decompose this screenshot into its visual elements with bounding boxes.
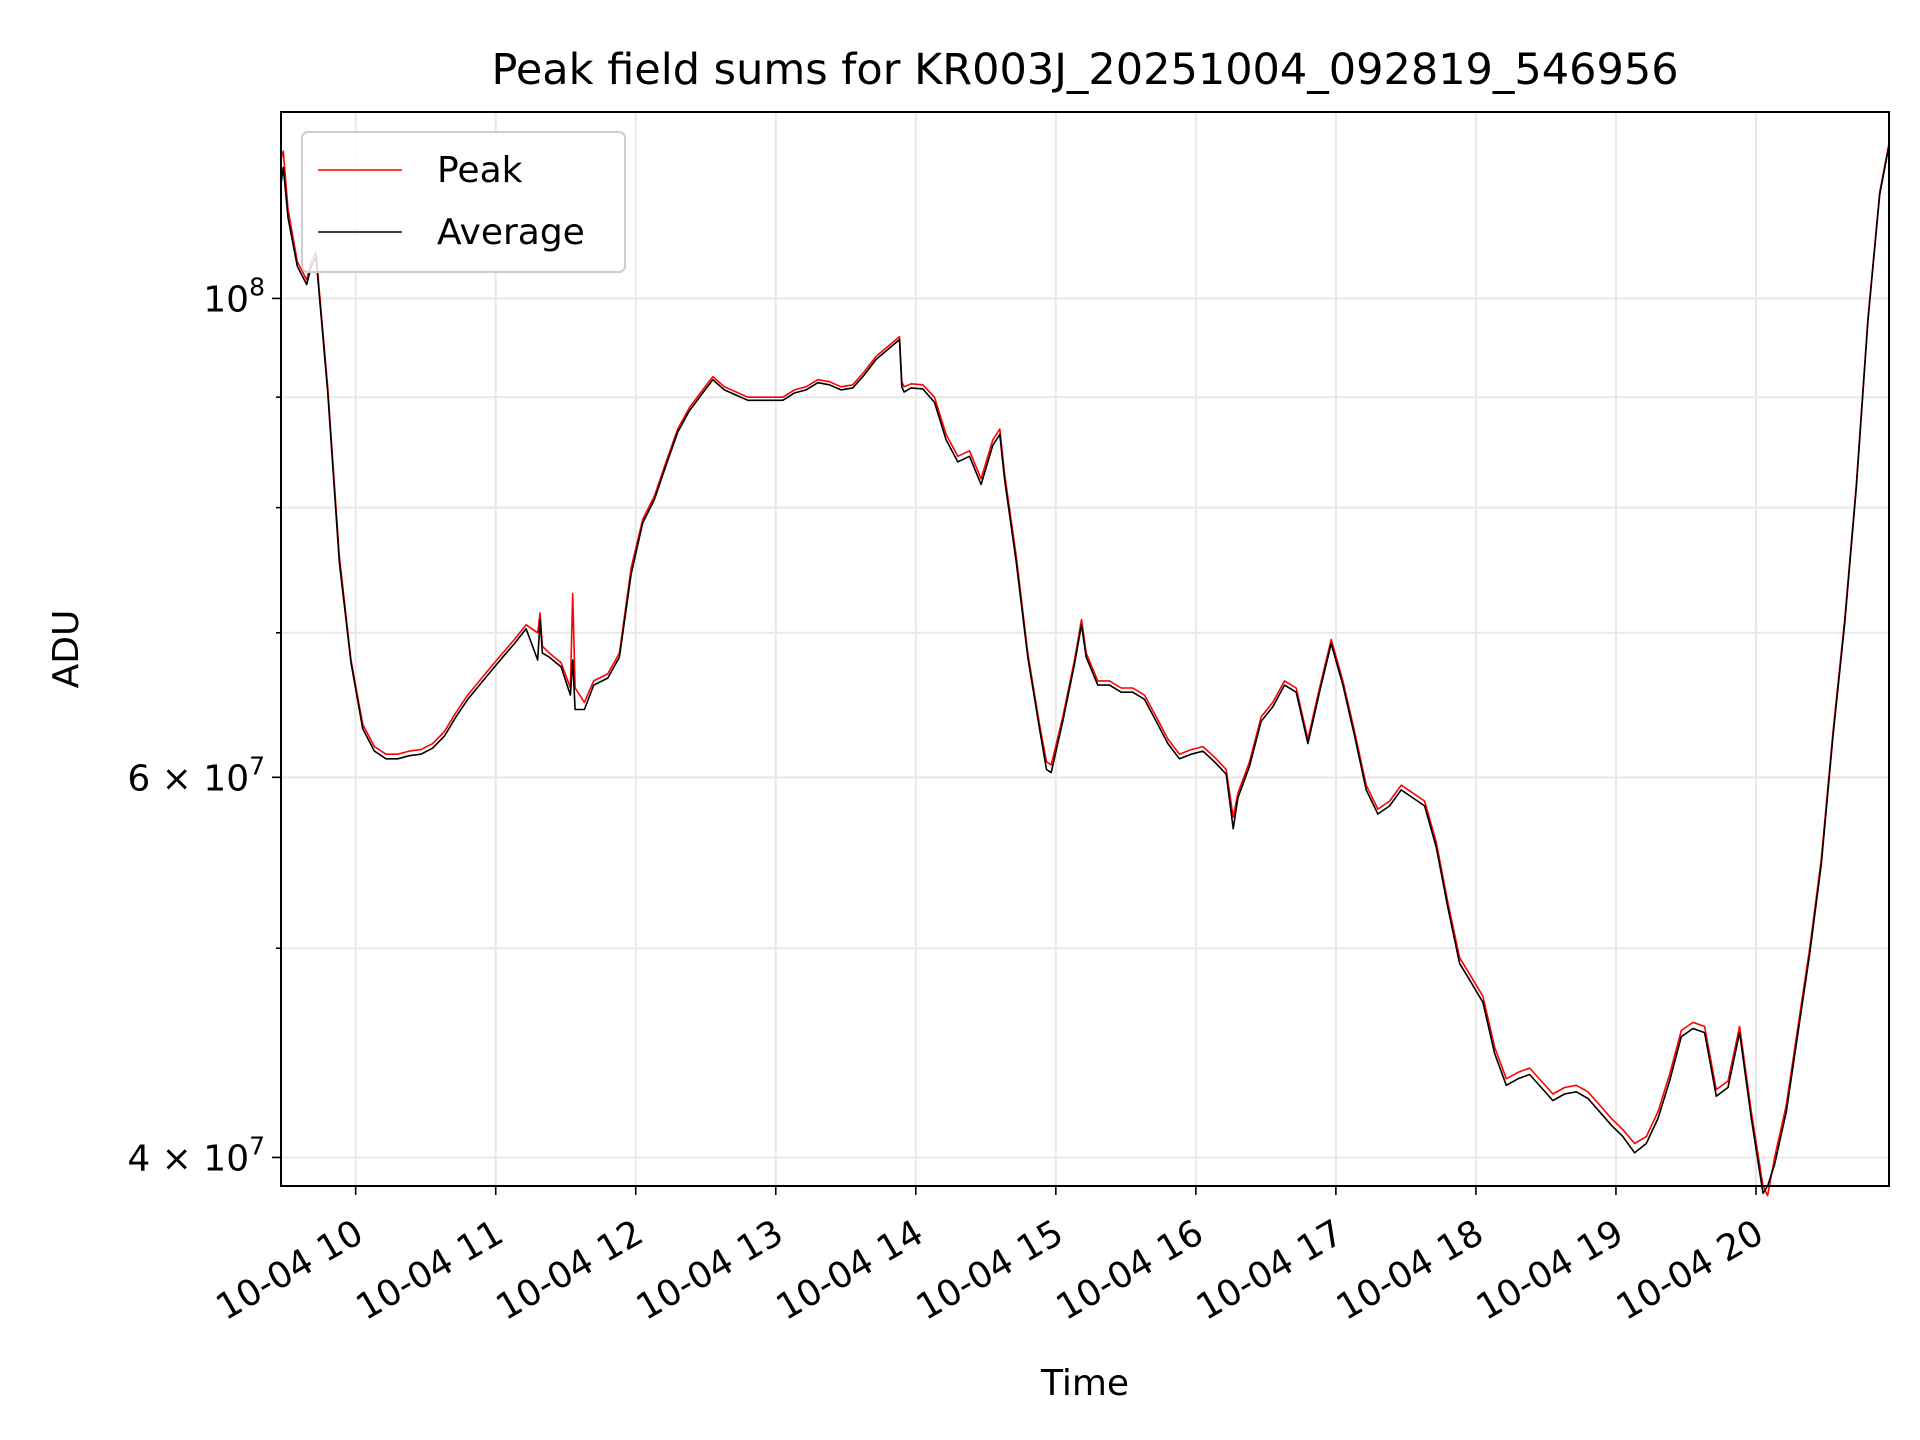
plot-area [280,143,1890,1197]
y-tick-label: 4 × 107 [127,1131,265,1179]
series-line-average [280,145,1890,1195]
y-axis-label: ADU [46,610,87,689]
x-axis-label: Time [1040,1363,1129,1404]
legend-label-average: Average [437,212,585,253]
legend: Peak Average [301,131,626,273]
y-tick-label: 6 × 107 [127,751,265,799]
legend-label-peak: Peak [437,150,523,191]
axes-frame [280,111,1890,1187]
legend-box [301,131,626,273]
grid-layer [281,112,1889,1186]
series-line-peak [280,143,1890,1197]
chart-title: Peak field sums for KR003J_20251004_0928… [491,45,1678,95]
